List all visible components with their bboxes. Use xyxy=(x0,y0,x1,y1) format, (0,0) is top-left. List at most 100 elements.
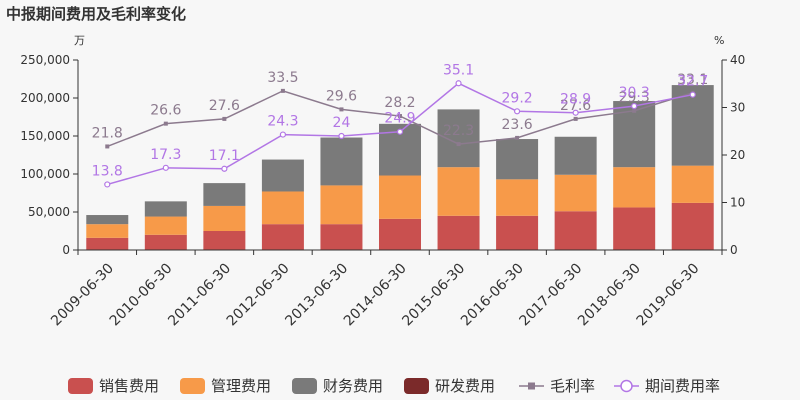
data-label: 29.6 xyxy=(326,88,357,104)
y-left-tick-label: 0 xyxy=(62,243,70,257)
legend-marker xyxy=(528,382,535,390)
bar-segment xyxy=(496,139,539,180)
bar-segment xyxy=(554,174,597,212)
y-left-tick-label: 250,000 xyxy=(20,53,70,67)
legend-label: 研发费用 xyxy=(435,377,495,395)
bar-segment xyxy=(86,215,129,225)
bar-segment xyxy=(144,201,187,217)
line-point xyxy=(339,107,344,112)
line-point xyxy=(105,144,110,149)
bar-segment xyxy=(261,191,304,225)
data-label: 27.6 xyxy=(209,98,240,114)
data-label: 29.3 xyxy=(619,90,650,106)
line-point xyxy=(515,135,520,140)
y-right-tick-label: 40 xyxy=(730,53,745,67)
y-left-tick-label: 100,000 xyxy=(20,167,70,181)
legend-label: 毛利率 xyxy=(550,377,595,395)
y-left-tick-label: 150,000 xyxy=(20,129,70,143)
bar-segment xyxy=(203,231,246,250)
data-label: 30.3 xyxy=(619,85,650,101)
data-label: 21.8 xyxy=(92,125,123,141)
data-label: 28.2 xyxy=(384,95,415,111)
data-label: 23.6 xyxy=(502,117,533,133)
y-right-tick-label: 0 xyxy=(730,243,738,257)
data-label: 32.7 xyxy=(677,74,708,90)
data-label: 26.6 xyxy=(150,103,181,119)
bar-segment xyxy=(496,179,539,216)
legend-swatch xyxy=(404,378,429,394)
legend-swatch xyxy=(180,378,205,394)
line-point xyxy=(221,165,228,172)
line-point xyxy=(631,102,638,110)
bar-segment xyxy=(671,165,714,203)
data-label: 13.8 xyxy=(92,163,123,179)
line-point xyxy=(398,114,402,119)
line-point xyxy=(396,128,404,135)
line-point xyxy=(163,121,168,126)
line-point xyxy=(104,181,111,188)
line-point xyxy=(572,109,579,116)
x-tick-label: 2019-06-30 xyxy=(634,260,703,329)
bar-segment xyxy=(379,218,421,250)
data-label: 17.3 xyxy=(150,147,181,163)
line-point xyxy=(689,91,696,98)
bar-segment xyxy=(261,159,304,192)
y-right-unit: % xyxy=(714,34,724,47)
line-point xyxy=(513,108,521,115)
bar-segment xyxy=(613,207,656,250)
legend-label: 财务费用 xyxy=(323,377,383,395)
bar-segment xyxy=(144,216,187,235)
line-point xyxy=(456,142,461,147)
data-label: 28.9 xyxy=(560,92,591,108)
bar-segment xyxy=(261,224,304,250)
bar-segment xyxy=(496,215,539,250)
bar-segment xyxy=(86,237,129,250)
y-right-tick-label: 10 xyxy=(730,196,745,210)
y-right-tick-label: 20 xyxy=(730,148,745,162)
y-left-tick-label: 50,000 xyxy=(28,205,70,219)
line-point xyxy=(455,80,462,87)
bar-segment xyxy=(554,211,597,250)
bar-segment xyxy=(437,167,480,216)
bar-segment xyxy=(437,215,480,250)
bar-segment xyxy=(203,205,246,231)
data-label: 33.1 xyxy=(677,72,708,88)
line-point xyxy=(162,164,169,171)
legend-label: 期间费用率 xyxy=(645,377,720,395)
legend-swatch xyxy=(292,378,317,394)
data-label: 17.1 xyxy=(209,148,240,164)
legend-marker xyxy=(620,379,633,393)
line-point xyxy=(573,116,578,121)
line-point xyxy=(222,116,227,121)
bar-segment xyxy=(320,137,363,186)
y-left-unit: 万 xyxy=(74,34,85,47)
data-label: 35.1 xyxy=(443,62,474,78)
data-label: 27.6 xyxy=(560,98,591,114)
data-label: 22.3 xyxy=(443,123,474,139)
data-label: 24 xyxy=(333,115,351,131)
data-label: 29.2 xyxy=(502,90,533,106)
bar-segment xyxy=(671,85,714,166)
y-left-tick-label: 200,000 xyxy=(20,91,70,105)
line-point xyxy=(338,132,345,140)
bar-segment xyxy=(437,109,480,168)
bar-segment xyxy=(320,224,363,250)
bar-segment xyxy=(144,234,187,250)
data-label: 24.9 xyxy=(384,111,415,127)
legend-label: 管理费用 xyxy=(211,377,271,395)
line-point xyxy=(632,108,637,113)
y-right-tick-label: 30 xyxy=(730,101,745,115)
bar-segment xyxy=(671,202,714,250)
bar-segment xyxy=(379,175,421,219)
data-label: 33.5 xyxy=(267,70,298,86)
data-label: 24.3 xyxy=(267,114,298,130)
bar-segment xyxy=(554,136,597,175)
line-point xyxy=(280,88,285,93)
legend-swatch xyxy=(68,378,93,394)
bar-segment xyxy=(86,224,129,238)
bar-segment xyxy=(320,185,363,225)
bar-segment xyxy=(203,183,246,206)
line-point xyxy=(279,131,287,138)
legend-label: 销售费用 xyxy=(99,377,159,395)
